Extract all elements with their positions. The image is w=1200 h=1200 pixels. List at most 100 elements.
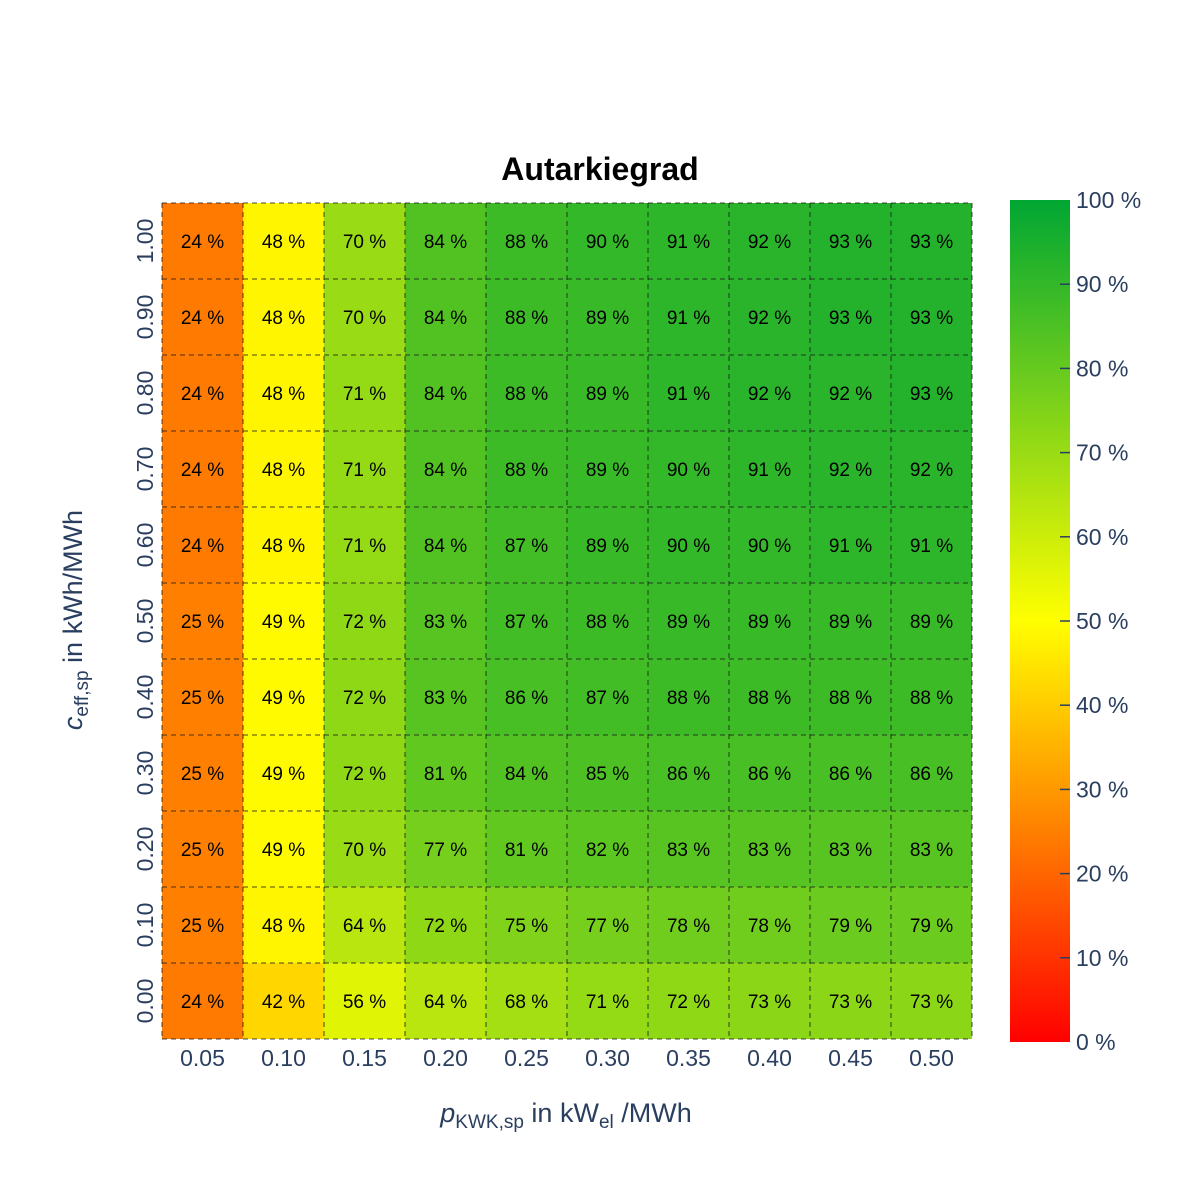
cell-value-label: 56 % <box>343 992 386 1013</box>
heatmap-cell <box>486 279 567 355</box>
cell-value-label: 92 % <box>829 384 872 405</box>
colorbar-tick-label: 70 % <box>1076 440 1128 466</box>
heatmap-cell <box>648 887 729 963</box>
heatmap-cell <box>567 355 648 431</box>
cell-value-label: 64 % <box>343 916 386 937</box>
heatmap-cell <box>405 431 486 507</box>
cell-value-label: 91 % <box>910 536 953 557</box>
cell-value-label: 25 % <box>181 916 224 937</box>
heatmap-cell <box>810 735 891 811</box>
heatmap-cell <box>567 887 648 963</box>
heatmap-cell <box>243 355 324 431</box>
cell-value-label: 70 % <box>343 308 386 329</box>
cell-value-label: 91 % <box>667 232 710 253</box>
cell-value-label: 48 % <box>262 536 305 557</box>
cell-value-label: 86 % <box>505 688 548 709</box>
cell-value-label: 83 % <box>667 840 710 861</box>
heatmap-cell <box>810 659 891 735</box>
y-tick-label: 0.80 <box>132 371 158 416</box>
heatmap-cell <box>891 735 972 811</box>
x-axis-title: pKWK,sp in kWel /MWh <box>439 1098 691 1133</box>
heatmap-cell <box>162 887 243 963</box>
heatmap-cell <box>891 507 972 583</box>
heatmap-cell <box>162 583 243 659</box>
heatmap-cell <box>405 507 486 583</box>
heatmap-cell <box>567 279 648 355</box>
x-tick-label: 0.40 <box>747 1045 792 1071</box>
x-axis-title-sub: KWK,sp <box>455 1112 524 1133</box>
cell-value-label: 64 % <box>424 992 467 1013</box>
heatmap-cell <box>324 203 405 279</box>
cell-value-label: 83 % <box>829 840 872 861</box>
x-tick-label: 0.10 <box>261 1045 306 1071</box>
heatmap-cell <box>243 735 324 811</box>
cell-value-label: 71 % <box>343 536 386 557</box>
x-axis-title-sub2: el <box>599 1112 614 1133</box>
cell-value-label: 72 % <box>343 764 386 785</box>
heatmap-cell <box>162 355 243 431</box>
cell-value-label: 72 % <box>343 612 386 633</box>
colorbar-tick-label: 40 % <box>1076 692 1128 718</box>
y-axis-title-sub: eff,sp <box>72 670 93 716</box>
heatmap-cell <box>243 887 324 963</box>
cell-value-label: 91 % <box>748 460 791 481</box>
heatmap-cell <box>567 963 648 1039</box>
heatmap-cell <box>405 659 486 735</box>
cell-value-label: 25 % <box>181 688 224 709</box>
cell-value-label: 92 % <box>748 232 791 253</box>
cell-value-label: 49 % <box>262 612 305 633</box>
heatmap-cell <box>162 963 243 1039</box>
heatmap-cell <box>486 355 567 431</box>
heatmap-cell <box>729 507 810 583</box>
cell-value-label: 49 % <box>262 764 305 785</box>
cell-value-label: 88 % <box>667 688 710 709</box>
cell-value-label: 89 % <box>829 612 872 633</box>
cell-value-label: 81 % <box>424 764 467 785</box>
cell-value-label: 82 % <box>586 840 629 861</box>
heatmap-cell <box>729 203 810 279</box>
y-axis-title-end: in kWh/MWh <box>58 510 88 671</box>
heatmap-cell <box>162 811 243 887</box>
heatmap-cell <box>810 887 891 963</box>
cell-value-label: 48 % <box>262 384 305 405</box>
heatmap-cell <box>324 735 405 811</box>
cell-value-label: 93 % <box>910 384 953 405</box>
grid-lines <box>161 202 973 1040</box>
x-axis-ticks: 0.05 0.10 0.15 0.20 0.25 0.30 0.35 0.40 0.45 0.50 <box>180 1045 954 1071</box>
heatmap-cell <box>729 355 810 431</box>
cell-value-label: 77 % <box>424 840 467 861</box>
heatmap-cell <box>567 659 648 735</box>
cell-value-label: 89 % <box>667 612 710 633</box>
heatmap-cell <box>648 431 729 507</box>
cell-value-label: 79 % <box>910 916 953 937</box>
heatmap-cell <box>486 431 567 507</box>
y-tick-label: 0.10 <box>132 903 158 948</box>
heatmap-cell <box>567 507 648 583</box>
cell-value-label: 89 % <box>586 460 629 481</box>
heatmap-cell <box>486 659 567 735</box>
y-tick-label: 0.90 <box>132 295 158 340</box>
cell-value-label: 88 % <box>910 688 953 709</box>
cell-value-label: 93 % <box>910 232 953 253</box>
y-tick-label: 0.70 <box>132 447 158 492</box>
cell-value-label: 92 % <box>910 460 953 481</box>
cell-value-label: 25 % <box>181 612 224 633</box>
cell-value-label: 68 % <box>505 992 548 1013</box>
x-tick-label: 0.20 <box>423 1045 468 1071</box>
cell-value-label: 70 % <box>343 232 386 253</box>
cell-value-label: 78 % <box>748 916 791 937</box>
cell-value-label: 24 % <box>181 308 224 329</box>
cell-value-label: 86 % <box>910 764 953 785</box>
cell-value-label: 84 % <box>424 536 467 557</box>
cell-value-label: 71 % <box>586 992 629 1013</box>
x-axis-title-end: /MWh <box>614 1098 692 1128</box>
heatmap-cell <box>891 203 972 279</box>
heatmap-cell <box>567 203 648 279</box>
heatmap-cell <box>486 887 567 963</box>
cell-value-label: 89 % <box>586 536 629 557</box>
cell-value-label: 49 % <box>262 688 305 709</box>
colorbar-tick-label: 20 % <box>1076 861 1128 887</box>
heatmap-cell <box>729 431 810 507</box>
cell-value-label: 77 % <box>586 916 629 937</box>
